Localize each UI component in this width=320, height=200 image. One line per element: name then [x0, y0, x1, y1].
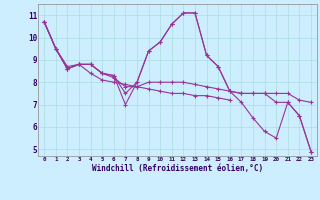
- X-axis label: Windchill (Refroidissement éolien,°C): Windchill (Refroidissement éolien,°C): [92, 164, 263, 173]
